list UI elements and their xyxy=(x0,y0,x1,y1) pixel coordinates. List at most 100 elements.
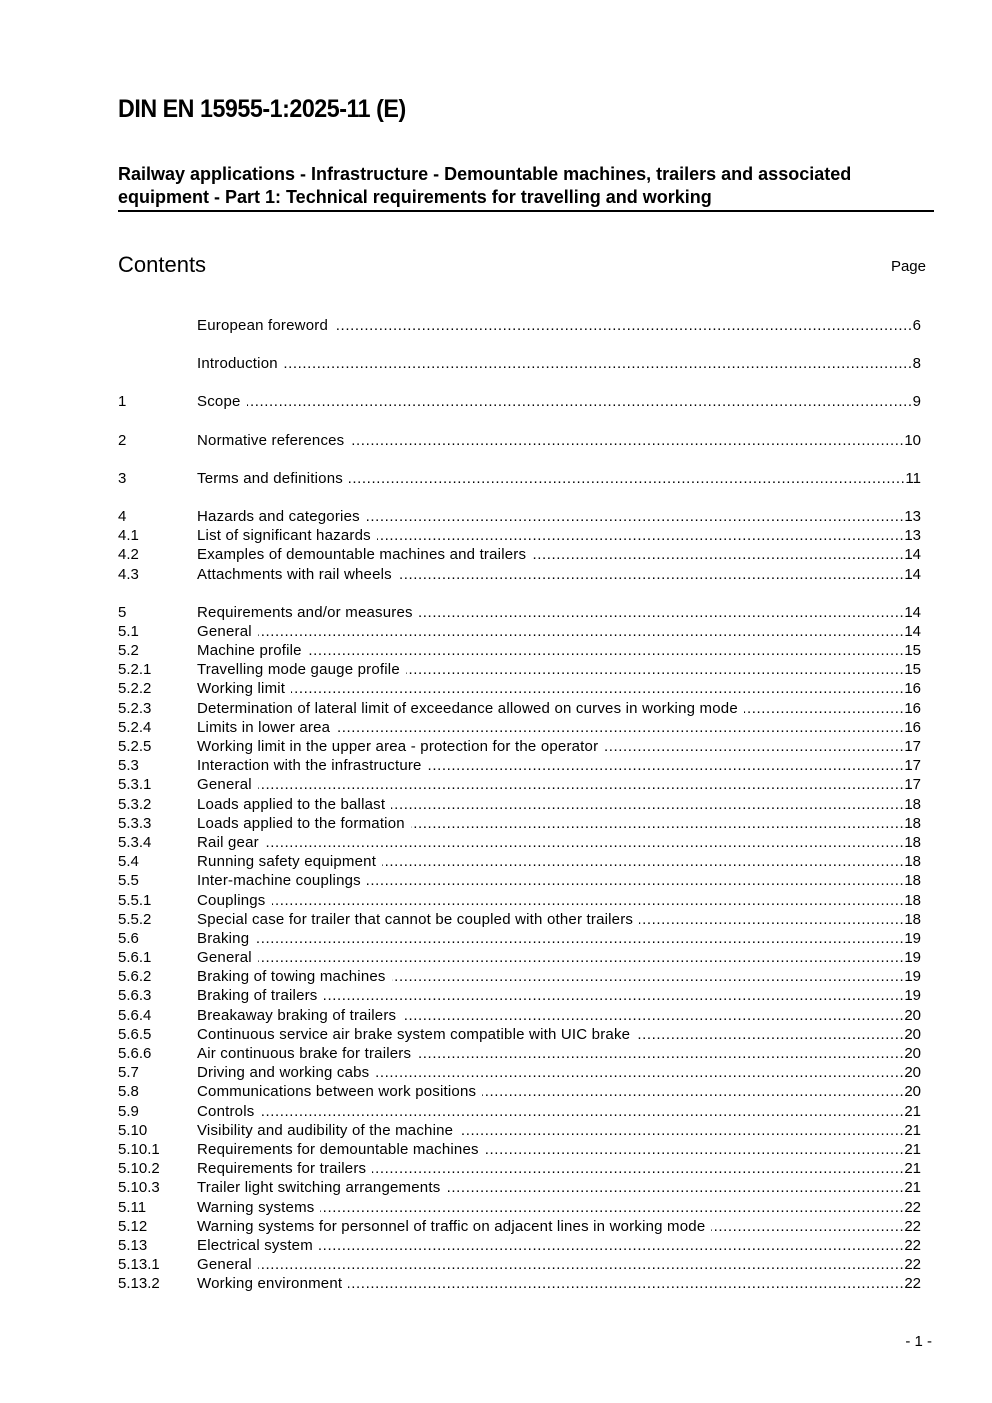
toc-entry-page: 16 xyxy=(904,699,921,717)
toc-entry[interactable]: 5.1 General 14 xyxy=(118,622,921,641)
leader-dots xyxy=(375,1063,904,1082)
toc-entry[interactable]: 5.3.1 General 17 xyxy=(118,775,921,794)
toc-entry[interactable]: 5.5.1 Couplings 18 xyxy=(118,891,921,910)
toc-entry[interactable]: European foreword 6 xyxy=(118,316,921,335)
toc-entry[interactable]: 1 Scope 9 xyxy=(118,392,921,411)
toc-entry[interactable]: 5.10.3 Trailer light switching arrangemen… xyxy=(118,1178,921,1197)
toc-entry[interactable]: 5 Requirements and/or measures 14 xyxy=(118,603,921,622)
leader-dots xyxy=(272,891,905,910)
toc-entry[interactable]: 5.7 Driving and working cabs 20 xyxy=(118,1063,921,1082)
toc-entry[interactable]: 5.3.2 Loads applied to the ballast 18 xyxy=(118,795,921,814)
toc-entry-page: 15 xyxy=(904,661,921,679)
toc-entry[interactable]: 5.2.2 Working limit 16 xyxy=(118,679,921,698)
toc-entry-page: 16 xyxy=(904,718,921,736)
toc-entry-title: Special case for trailer that cannot be … xyxy=(197,910,634,928)
toc-entry-title: Determination of lateral limit of exceed… xyxy=(197,699,738,717)
toc-entry-title: General xyxy=(197,776,252,794)
toc-entry-title: Rail gear xyxy=(197,833,259,851)
toc-entry-page: 14 xyxy=(904,546,921,564)
toc-entry[interactable]: 5.6.5 Continuous service air brake system… xyxy=(118,1025,921,1044)
toc-entry-page: 18 xyxy=(904,833,921,851)
toc-entry-title: Braking of towing machines xyxy=(197,968,386,986)
toc-entry-page: 20 xyxy=(904,1006,921,1024)
toc-group: 2 Normative references 10 xyxy=(118,431,921,450)
toc-entry[interactable]: 5.5.2 Special case for trailer that canno… xyxy=(118,910,921,929)
toc-entry[interactable]: 4 Hazards and categories 13 xyxy=(118,507,921,526)
toc-entry-title: Terms and definitions xyxy=(197,469,343,487)
toc-entry-title: Air continuous brake for trailers xyxy=(197,1045,412,1062)
toc-entry[interactable]: 5.6.4 Breakaway braking of trailers 20 xyxy=(118,1006,921,1025)
toc-entry-title: Electrical system xyxy=(197,1236,313,1254)
toc-entry[interactable]: 3 Terms and definitions 11 xyxy=(118,469,921,488)
toc-entry-title: Running safety equipment xyxy=(197,853,377,871)
toc-entry[interactable]: 5.3 Interaction with the infrastructure 17 xyxy=(118,756,921,775)
leader-dots xyxy=(411,814,905,833)
toc-entry-title: General xyxy=(197,622,252,640)
leader-dots xyxy=(711,1217,904,1236)
leader-dots xyxy=(392,967,905,986)
toc-entry[interactable]: 5.12 Warning systems for personnel of tra… xyxy=(118,1217,921,1236)
toc-entry-page: 22 xyxy=(904,1198,921,1216)
toc-entry[interactable]: 5.10.2 Requirements for trailers 21 xyxy=(118,1159,921,1178)
toc-entry-title: Controls xyxy=(197,1102,255,1120)
toc-entry[interactable]: 4.2 Examples of demountable machines and … xyxy=(118,545,921,564)
toc-entry[interactable]: 5.2.5 Working limit in the upper area - p… xyxy=(118,737,921,756)
toc-entry-number: 5.13.1 xyxy=(118,1256,160,1274)
toc-entry[interactable]: 4.1 List of significant hazards 13 xyxy=(118,526,921,545)
leader-dots xyxy=(284,354,913,373)
toc-entry-page: 18 xyxy=(904,872,921,890)
toc-entry-title: Warning systems for personnel of traffic… xyxy=(197,1217,706,1235)
toc-entry-page: 19 xyxy=(904,968,921,986)
toc-entry[interactable]: 5.3.3 Loads applied to the formation 18 xyxy=(118,814,921,833)
toc-entry[interactable]: 5.13.2 Working environment 22 xyxy=(118,1274,921,1293)
leader-dots xyxy=(334,316,913,335)
toc-entry-title: List of significant hazards xyxy=(197,527,371,545)
toc-entry[interactable]: 5.13 Electrical system 22 xyxy=(118,1236,921,1255)
toc-entry[interactable]: 5.8 Communications between work positions… xyxy=(118,1082,921,1101)
leader-dots xyxy=(336,718,904,737)
toc-entry-number: 5.6.6 xyxy=(118,1045,152,1062)
toc-entry[interactable]: 5.13.1 General 22 xyxy=(118,1255,921,1274)
toc-entry[interactable]: 5.4 Running safety equipment 18 xyxy=(118,852,921,871)
toc-entry-title: Loads applied to the formation xyxy=(197,814,405,832)
toc-entry-page: 18 xyxy=(904,853,921,871)
toc-entry-number: 5.8 xyxy=(118,1083,139,1101)
toc-entry[interactable]: 5.6.1 General 19 xyxy=(118,948,921,967)
toc-entry-number: 5.13 xyxy=(118,1236,148,1254)
toc-entry-page: 21 xyxy=(904,1179,921,1197)
toc-entry-title: Requirements for trailers xyxy=(197,1160,367,1178)
toc-entry-page: 19 xyxy=(904,929,921,947)
toc-entry[interactable]: 5.9 Controls 21 xyxy=(118,1102,921,1121)
toc-entry-page: 21 xyxy=(904,1160,921,1178)
toc-entry-title: Loads applied to the ballast xyxy=(197,795,386,813)
toc-entry[interactable]: 5.6 Braking 19 xyxy=(118,929,921,948)
leader-dots xyxy=(402,1006,904,1025)
toc-entry-page: 19 xyxy=(904,987,921,1005)
toc-entry[interactable]: 5.6.3 Braking of trailers 19 xyxy=(118,986,921,1005)
toc-entry[interactable]: 5.5 Inter-machine couplings 18 xyxy=(118,871,921,890)
toc-entry[interactable]: Introduction 8 xyxy=(118,354,921,373)
toc-entry-title: Machine profile xyxy=(197,642,302,660)
toc-entry[interactable]: 4.3 Attachments with rail wheels 14 xyxy=(118,565,921,584)
toc-entry-number: 5.10.3 xyxy=(118,1179,160,1197)
toc-entry[interactable]: 5.2 Machine profile 15 xyxy=(118,641,921,660)
toc-entry[interactable]: 5.6.6 Air continuous brake for trailers 20 xyxy=(118,1044,921,1063)
toc-entry[interactable]: 5.10.1 Requirements for demountable machi… xyxy=(118,1140,921,1159)
toc-entry-title: Couplings xyxy=(197,891,266,909)
leader-dots xyxy=(398,565,904,584)
toc-entry[interactable]: 5.6.2 Braking of towing machines 19 xyxy=(118,967,921,986)
toc-entry[interactable]: 5.11 Warning systems 22 xyxy=(118,1198,921,1217)
toc-entry-title: Hazards and categories xyxy=(197,507,360,525)
toc-entry[interactable]: 5.2.4 Limits in lower area 16 xyxy=(118,718,921,737)
toc-entry[interactable]: 5.10 Visibility and audibility of the mac… xyxy=(118,1121,921,1140)
toc-entry[interactable]: 2 Normative references 10 xyxy=(118,431,921,450)
leader-dots xyxy=(391,795,904,814)
toc-entry-page: 6 xyxy=(912,317,921,334)
toc-entry-number: 5.2.4 xyxy=(118,718,152,736)
toc-entry[interactable]: 5.2.3 Determination of lateral limit of e… xyxy=(118,699,921,718)
toc-entry[interactable]: 5.3.4 Rail gear 18 xyxy=(118,833,921,852)
toc-entry-page: 17 xyxy=(904,738,921,755)
leader-dots xyxy=(349,469,905,488)
leader-dots xyxy=(308,641,905,660)
toc-entry[interactable]: 5.2.1 Travelling mode gauge profile 15 xyxy=(118,660,921,679)
